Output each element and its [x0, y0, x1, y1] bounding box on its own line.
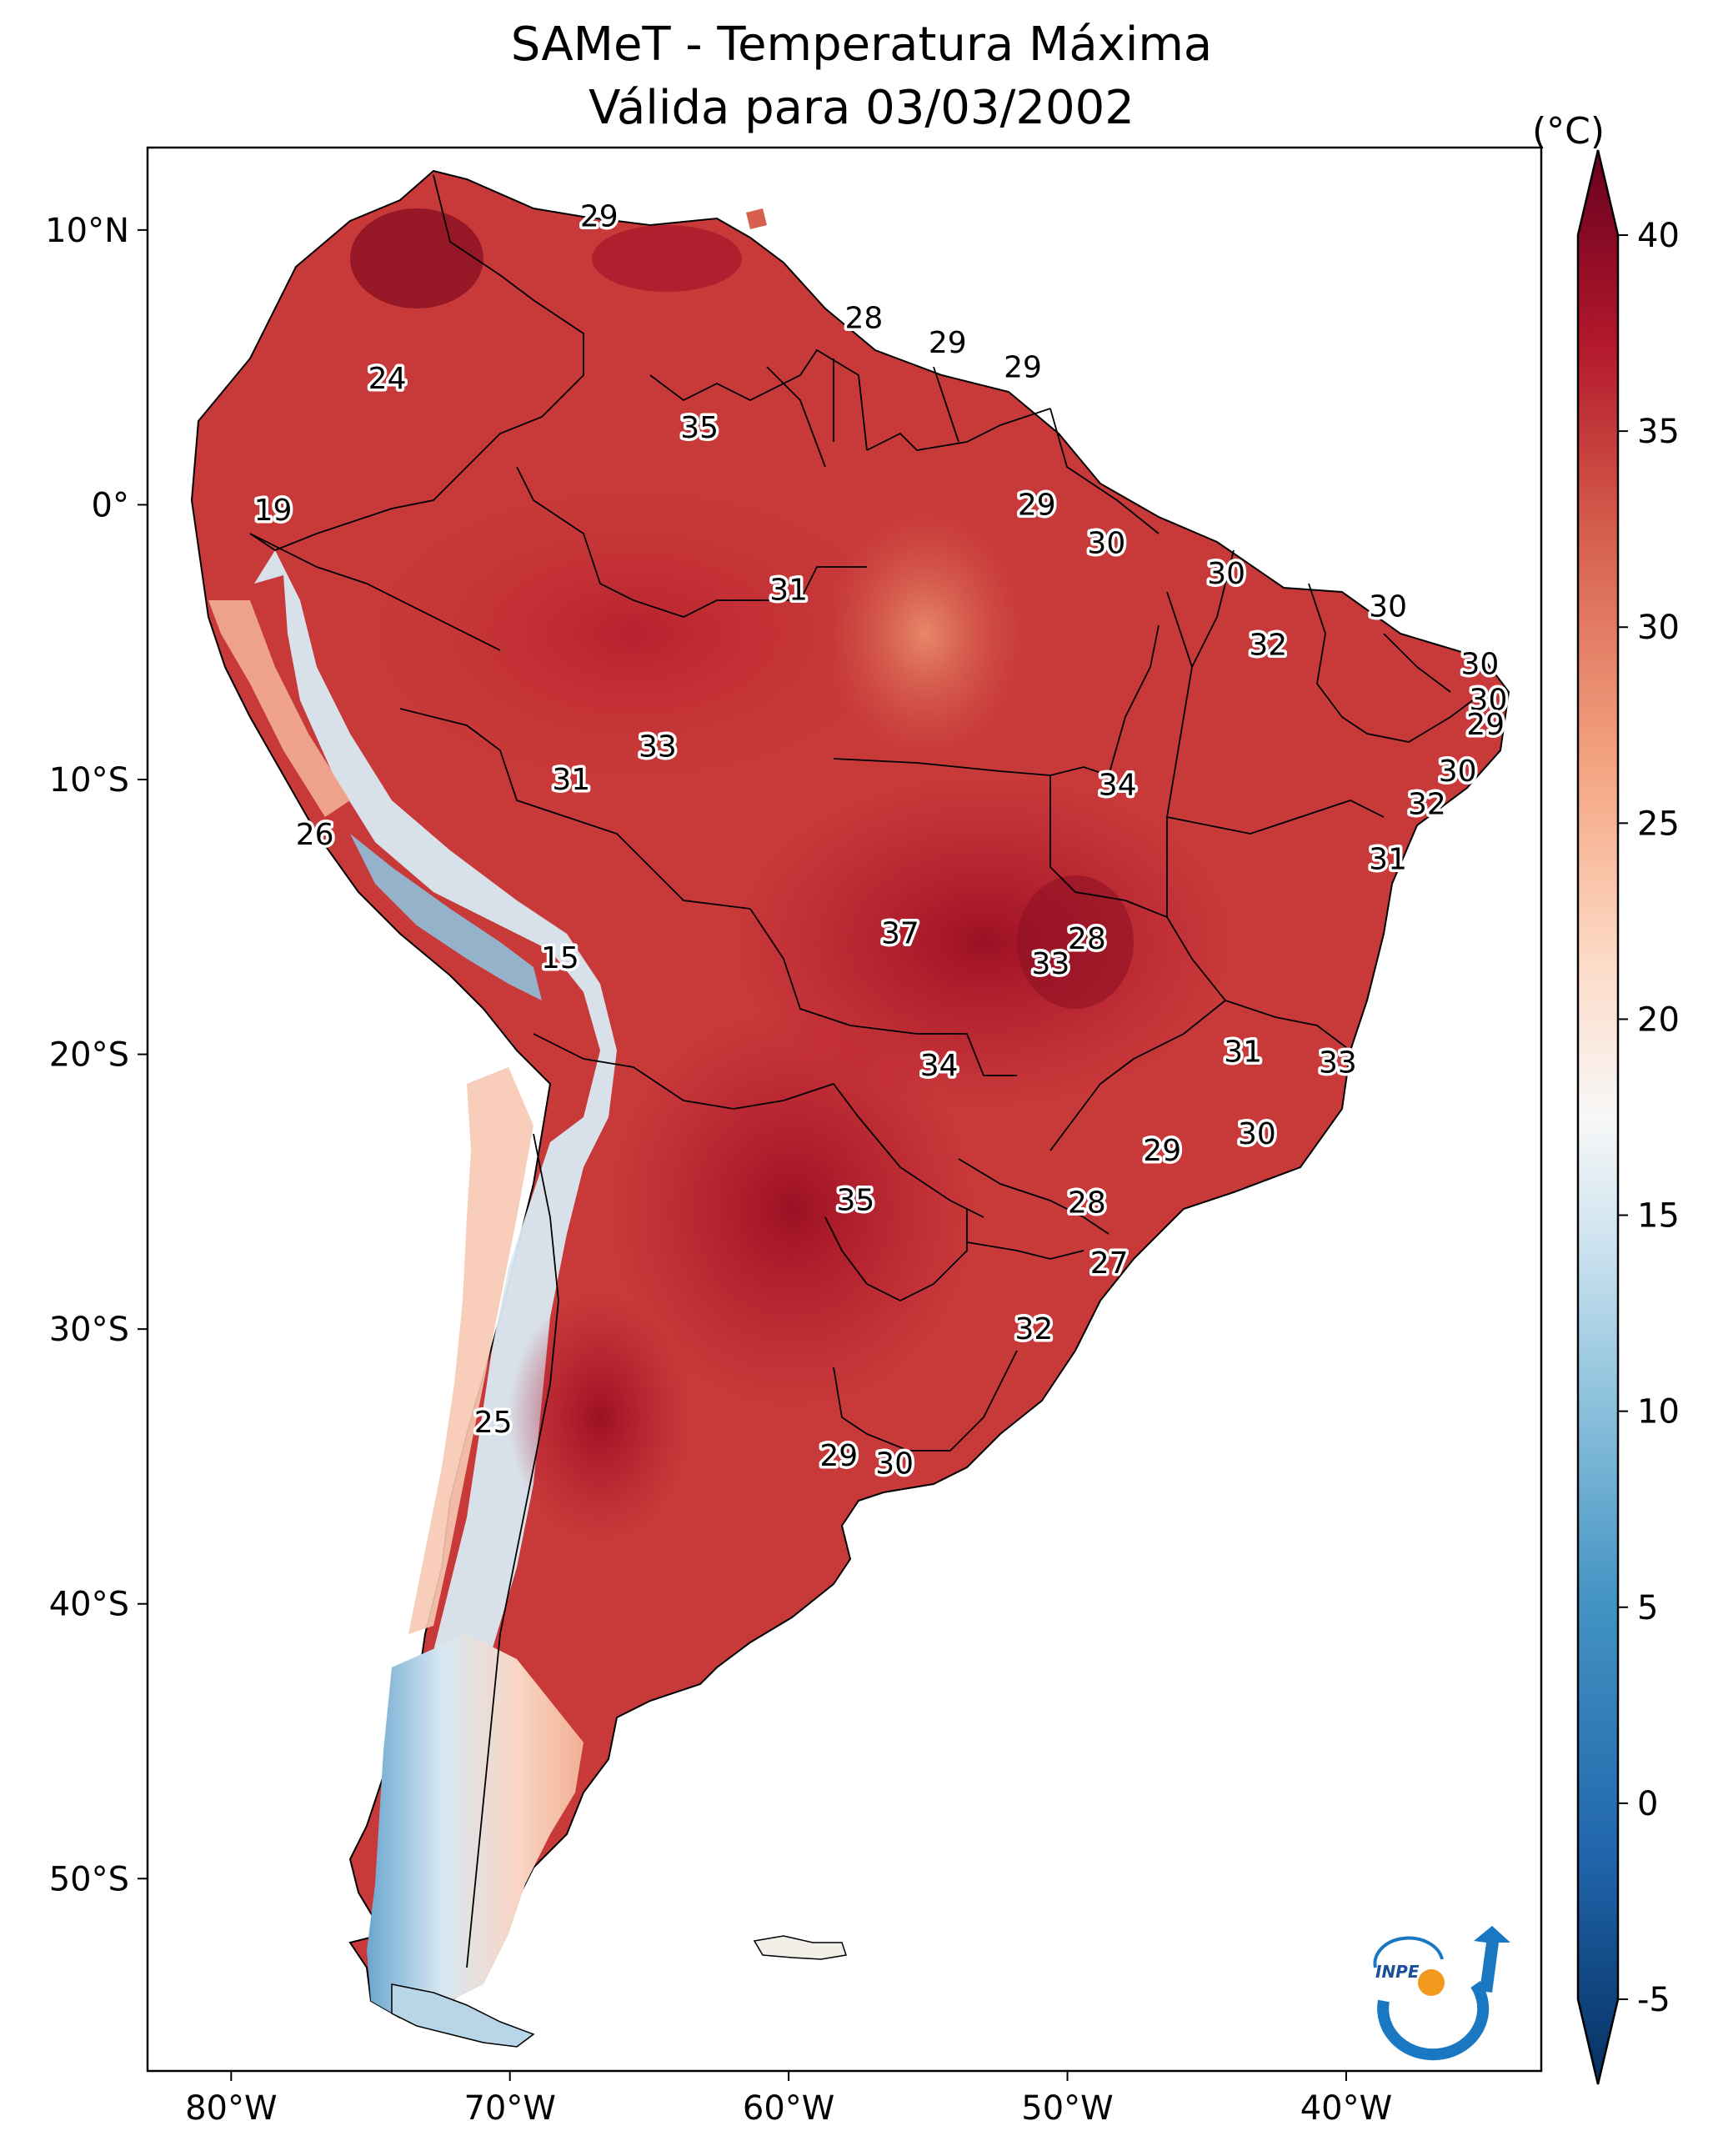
- llanos-hot-zone: [592, 225, 742, 292]
- chart-title: SAMeT - Temperatura Máxima: [510, 18, 1213, 72]
- trinidad: [746, 208, 767, 229]
- lat-tick-label: 20°S: [49, 1036, 129, 1075]
- chile-coast-warm-zone: [408, 1067, 533, 1634]
- city-value-label: 37: [881, 917, 919, 951]
- city-value-label: 31: [769, 574, 808, 608]
- city-value-label: 29: [1018, 488, 1056, 522]
- city-value-label: 33: [1032, 947, 1070, 981]
- city-value-label: 35: [836, 1183, 874, 1217]
- lon-tick-label: 40°W: [1300, 2089, 1392, 2128]
- city-value-label: 34: [920, 1049, 959, 1083]
- city-value-label: 33: [1319, 1045, 1357, 1080]
- city-value-label: 28: [1068, 922, 1106, 956]
- colorbar: -5 0 5 10 15 20 25 30 35 40: [1576, 149, 1680, 2085]
- temperature-field: [190, 169, 1510, 2048]
- logo-sun: [1418, 1969, 1445, 1996]
- colorbar-tick-label: 35: [1637, 413, 1680, 451]
- patagonia-cool-zone: [367, 1634, 584, 2018]
- city-value-label: 15: [541, 941, 579, 975]
- colorbar-tick-label: 0: [1637, 1785, 1658, 1823]
- lon-tick-label: 80°W: [185, 2089, 277, 2128]
- city-value-label: 30: [1369, 589, 1407, 624]
- city-value-label: 30: [1470, 683, 1508, 717]
- chaco-hot-zone: [609, 1009, 975, 1409]
- city-value-label: 24: [368, 362, 407, 396]
- city-value-label: 31: [1369, 843, 1407, 877]
- amazon-hot-zone: [333, 467, 934, 800]
- axis-ticks: 80°W 70°W 60°W 50°W 40°W 10°N 0° 10°S 20°S 30°S 40…: [45, 212, 1392, 2128]
- lon-tick-label: 50°W: [1021, 2089, 1113, 2128]
- falklands: [753, 1935, 847, 1960]
- lat-tick-label: 10°S: [49, 761, 129, 800]
- map-frame: [146, 146, 1543, 2073]
- lat-tick-label: 30°S: [49, 1311, 129, 1349]
- city-value-label: 19: [254, 494, 293, 528]
- colorbar-tick-label: 10: [1637, 1393, 1680, 1431]
- city-value-label: 30: [1238, 1117, 1276, 1151]
- logo-arrow: [1474, 1926, 1510, 1993]
- city-value-label: 30: [1207, 557, 1245, 591]
- city-value-label: 29: [580, 199, 619, 233]
- colorbar-body: [1576, 149, 1620, 2085]
- city-value-label: 30: [875, 1447, 914, 1482]
- colorbar-tick-label: 20: [1637, 1000, 1680, 1039]
- city-value-label: 31: [552, 763, 590, 797]
- city-value-label: 29: [1004, 351, 1042, 385]
- city-value-label: 30: [1087, 527, 1125, 561]
- logo-text: INPE: [1375, 1962, 1420, 1982]
- altiplano-blue-zone: [350, 834, 542, 1000]
- city-value-label: 28: [845, 301, 884, 335]
- city-value-label: 29: [1466, 708, 1505, 742]
- colorbar-tick-label: 30: [1637, 609, 1680, 647]
- city-value-label: 31: [1224, 1035, 1262, 1069]
- lon-tick-label: 60°W: [743, 2089, 834, 2128]
- city-value-label: 30: [1461, 648, 1500, 682]
- city-value-label: 29: [819, 1439, 858, 1473]
- city-value-label: 29: [1143, 1134, 1181, 1168]
- city-value-label: 25: [474, 1406, 513, 1440]
- city-value-label: 33: [639, 730, 677, 764]
- city-value-label: 26: [296, 818, 334, 852]
- tierra-del-fuego: [391, 1983, 535, 2048]
- pantanal-hot-zone: [1017, 875, 1134, 1009]
- lat-tick-label: 10°N: [45, 212, 129, 250]
- city-value-label: 28: [1068, 1186, 1106, 1221]
- city-value-label: 30: [1439, 755, 1477, 789]
- city-value-label: 32: [1249, 629, 1287, 663]
- colorbar-ticks: -5 0 5 10 15 20 25 30 35 40: [1618, 217, 1680, 2019]
- venezuela-hot-zone: [350, 208, 483, 308]
- logo-orbit: [1373, 1936, 1444, 1968]
- inpe-logo: INPE: [1373, 1926, 1510, 2061]
- colorbar-tick-label: 5: [1637, 1589, 1658, 1627]
- city-value-label: 35: [680, 411, 719, 445]
- logo-swoosh: [1377, 1981, 1490, 2061]
- country-borders: [249, 174, 1485, 1968]
- city-value-label: 32: [1408, 788, 1446, 822]
- pampas-hot-zone: [508, 1292, 692, 1542]
- lon-tick-label: 70°W: [463, 2089, 555, 2128]
- lat-tick-label: 50°S: [49, 1860, 129, 1898]
- colorbar-unit: (°C): [1532, 110, 1605, 153]
- colorbar-tick-label: 25: [1637, 805, 1680, 843]
- colorbar-tick-label: 15: [1637, 1197, 1680, 1236]
- chart-subtitle: Válida para 03/03/2002: [589, 81, 1134, 135]
- andes-cool-zone: [254, 550, 617, 2001]
- para-warm-zone: [825, 509, 1025, 759]
- lat-tick-label: 40°S: [49, 1586, 129, 1624]
- city-value-label: 29: [929, 326, 967, 360]
- lat-tick-label: 0°: [92, 486, 129, 524]
- colorbar-tick-label: 40: [1637, 217, 1680, 255]
- colorbar-tick-label: -5: [1637, 1981, 1670, 2019]
- city-value-label: 27: [1090, 1246, 1129, 1281]
- city-value-label: 32: [1014, 1312, 1053, 1346]
- city-value-label: 34: [1099, 769, 1137, 803]
- coastal-warm-zone: [208, 600, 350, 817]
